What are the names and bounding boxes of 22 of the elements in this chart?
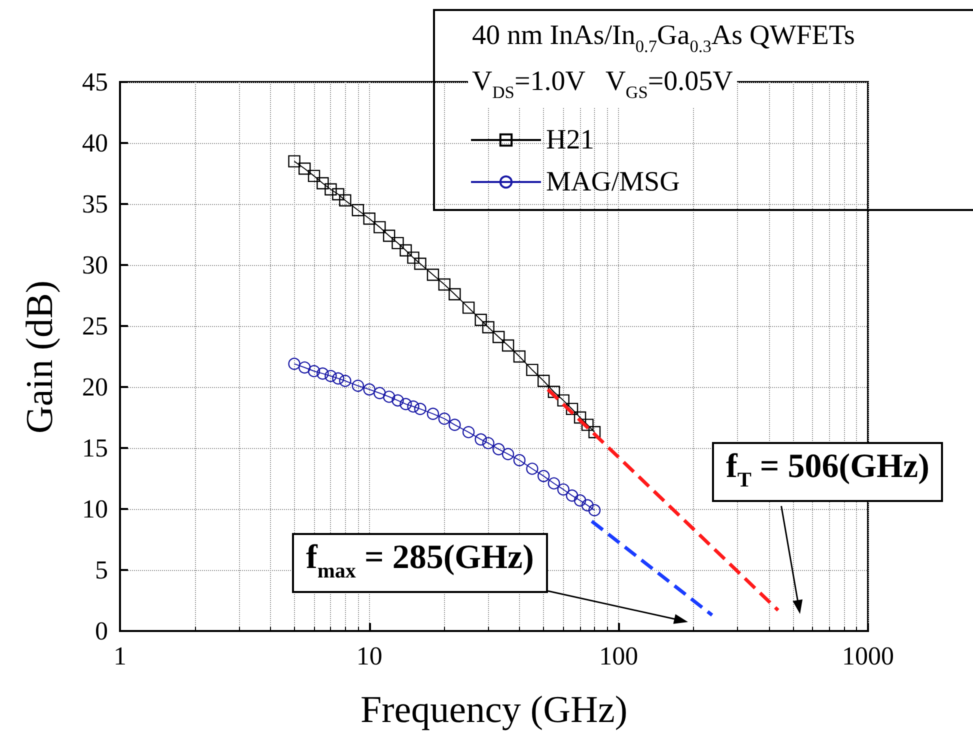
y-tick-label: 5: [95, 556, 108, 584]
y-axis-title: Gain (dB): [18, 280, 62, 434]
chart-subtitle: V$_{DS}$=1.0V V$_{GS}$=0.05V: [468, 66, 737, 107]
annotation: f$_{max}$ = 285(GHz): [292, 533, 548, 594]
y-tick-label: 0: [95, 616, 108, 646]
x-tick-label: 1: [114, 642, 126, 670]
x-tick-label: 10: [356, 642, 382, 670]
x-tick-label: 100: [599, 642, 638, 670]
annotation: f$_{T}$ = 506(GHz): [712, 442, 944, 502]
y-tick-label: 15: [82, 434, 108, 462]
x-axis-title: Frequency (GHz): [360, 688, 628, 732]
y-tick-label: 30: [82, 250, 108, 280]
y-tick-label: 20: [82, 372, 108, 402]
y-tick-label: 45: [82, 68, 108, 96]
y-tick-label: 25: [82, 312, 108, 340]
y-tick-label: 10: [82, 494, 108, 524]
legend-label: H21: [546, 124, 594, 156]
chart-title: 40 nm InAs/In$_{0.7}$Ga$_{0.3}$As QWFETs: [468, 20, 859, 61]
legend-label: MAG/MSG: [546, 166, 680, 198]
x-tick-label: 1000: [842, 642, 894, 670]
y-tick-label: 35: [82, 190, 108, 218]
y-tick-label: 40: [82, 128, 108, 158]
